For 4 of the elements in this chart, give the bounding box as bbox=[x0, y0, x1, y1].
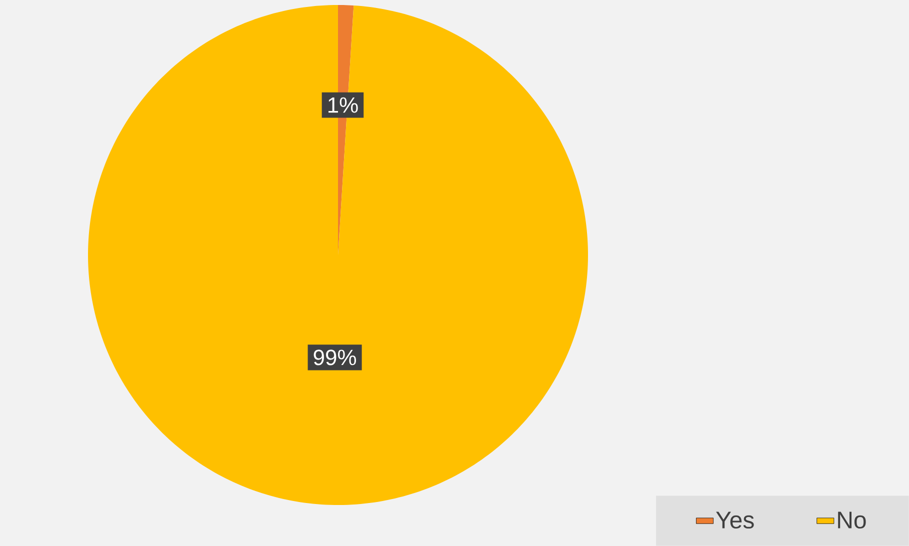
legend-label: No bbox=[838, 512, 866, 529]
data-label: 99% bbox=[314, 350, 356, 366]
legend-label: Yes bbox=[716, 512, 754, 529]
data-label: 1% bbox=[328, 97, 358, 113]
